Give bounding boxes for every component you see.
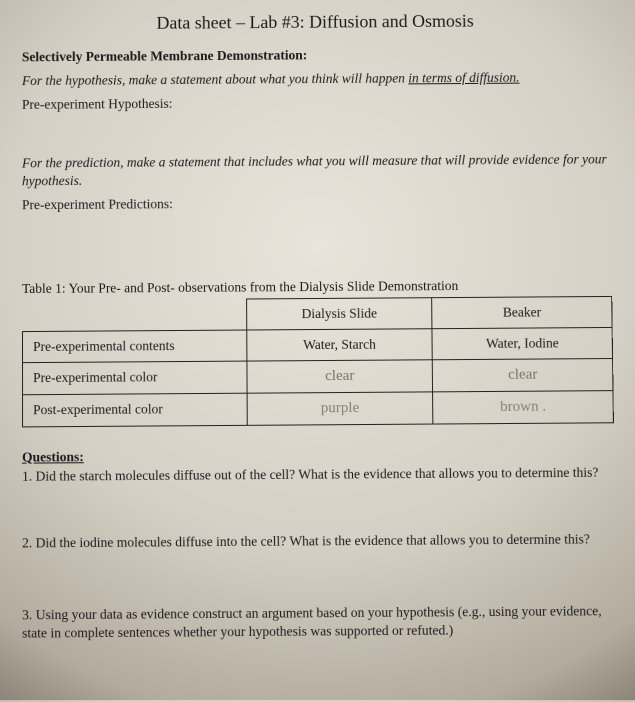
cell-contents-beaker: Water, Iodine bbox=[432, 327, 612, 359]
hyp-instr-a: For the hypothesis, make a statement abo… bbox=[22, 70, 408, 88]
hypothesis-instruction: For the hypothesis, make a statement abo… bbox=[22, 68, 609, 90]
title-prefix: Data sheet – Lab #3: bbox=[157, 12, 310, 33]
col-dialysis: Dialysis Slide bbox=[246, 297, 432, 329]
cell-contents-dialysis: Water, Starch bbox=[247, 328, 433, 360]
section-heading: Selectively Permeable Membrane Demonstra… bbox=[22, 44, 609, 66]
question-3: 3. Using your data as evidence construct… bbox=[22, 602, 617, 642]
page-title: Data sheet – Lab #3: Diffusion and Osmos… bbox=[22, 10, 609, 35]
handwritten-text: purple bbox=[321, 400, 360, 416]
row-label-precolor: Pre-experimental color bbox=[23, 361, 247, 395]
row-label-postcolor: Post-experimental color bbox=[23, 393, 248, 427]
table-row: Pre-experimental color clear clear bbox=[23, 358, 613, 394]
answer-blank-1 bbox=[22, 481, 615, 532]
prediction-label: Pre-experiment Predictions: bbox=[22, 192, 611, 214]
hypothesis-blank bbox=[22, 115, 610, 155]
prediction-blank bbox=[22, 216, 612, 256]
hyp-instr-b: in terms of diffusion. bbox=[408, 70, 519, 86]
cell-precolor-beaker: clear bbox=[433, 358, 613, 391]
questions-heading: Questions: bbox=[22, 445, 614, 465]
cell-postcolor-dialysis: purple bbox=[247, 392, 433, 425]
cell-postcolor-beaker: brown . bbox=[433, 390, 614, 423]
table-header-row: Dialysis Slide Beaker bbox=[22, 296, 612, 331]
observations-table: Dialysis Slide Beaker Pre-experimental c… bbox=[22, 296, 614, 427]
col-beaker: Beaker bbox=[432, 296, 612, 328]
table-row: Post-experimental color purple brown . bbox=[23, 390, 614, 426]
row-label-contents: Pre-experimental contents bbox=[23, 330, 247, 363]
table-row: Pre-experimental contents Water, Starch … bbox=[23, 327, 613, 362]
title-main: Diffusion and Osmosis bbox=[309, 11, 474, 32]
handwritten-text: clear bbox=[508, 366, 537, 382]
prediction-instruction: For the prediction, make a statement tha… bbox=[22, 151, 611, 191]
table-corner bbox=[22, 299, 246, 332]
table-caption: Table 1: Your Pre- and Post- observation… bbox=[22, 276, 612, 298]
handwritten-text: clear bbox=[325, 368, 354, 384]
hypothesis-label: Pre-experiment Hypothesis: bbox=[22, 92, 610, 114]
question-2: 2. Did the iodine molecules diffuse into… bbox=[22, 530, 616, 552]
cell-precolor-dialysis: clear bbox=[247, 359, 433, 392]
worksheet-page: Data sheet – Lab #3: Diffusion and Osmos… bbox=[22, 8, 618, 702]
handwritten-text: brown . bbox=[500, 398, 546, 414]
